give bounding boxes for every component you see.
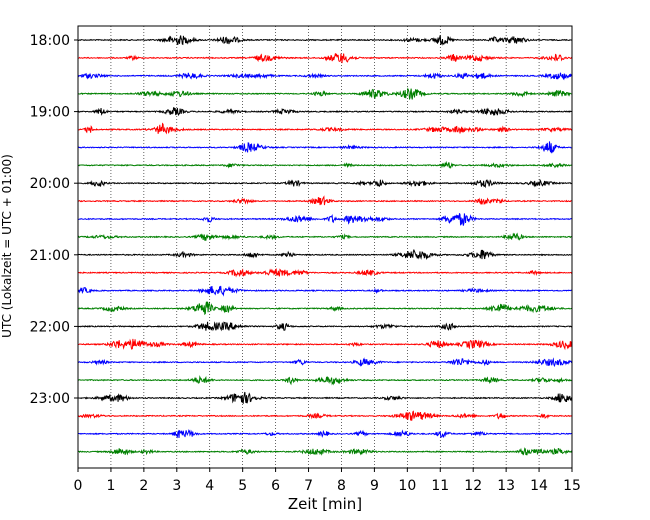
trace-2045 [77, 232, 573, 241]
y-tick-label: 22:00 [30, 319, 70, 335]
x-tick-label: 3 [172, 478, 181, 494]
y-tick-label: 21:00 [30, 248, 70, 264]
x-tick-label: 4 [205, 478, 214, 494]
x-tick-label: 14 [530, 478, 548, 494]
trace-2345 [77, 447, 573, 456]
y-tick-label: 18:00 [30, 33, 70, 49]
trace-2315 [77, 410, 573, 421]
x-tick-label: 11 [431, 478, 449, 494]
x-axis-ticks: 0 1 2 3 4 5 6 7 8 9 10 11 12 13 14 15 [74, 468, 581, 494]
x-tick-label: 5 [238, 478, 247, 494]
x-tick-label: 1 [106, 478, 115, 494]
trace-2200 [77, 321, 573, 332]
x-tick-label: 0 [74, 478, 83, 494]
trace-1900 [77, 107, 573, 117]
trace-1800 [77, 34, 573, 46]
trace-1845 [77, 87, 573, 100]
y-tick-label: 20:00 [30, 176, 70, 192]
plot-frame [77, 25, 573, 469]
trace-1830 [77, 72, 573, 81]
trace-2230 [77, 357, 573, 368]
trace-1945 [77, 160, 573, 169]
y-tick-label: 23:00 [30, 391, 70, 407]
trace-2245 [77, 375, 573, 386]
x-tick-label: 8 [337, 478, 346, 494]
y-tick-label: 19:00 [30, 105, 70, 121]
x-tick-label: 15 [563, 478, 581, 494]
trace-2145 [77, 301, 573, 316]
trace-2030 [77, 213, 573, 226]
trace-2215 [77, 338, 573, 351]
trace-1930 [77, 141, 573, 154]
x-tick-label: 13 [497, 478, 515, 494]
seismic-traces [77, 34, 573, 456]
x-axis-label: Zeit [min] [288, 495, 362, 513]
x-tick-label: 7 [304, 478, 313, 494]
trace-2100 [77, 248, 573, 261]
x-tick-label: 9 [370, 478, 379, 494]
trace-2330 [77, 429, 573, 439]
x-tick-label: 6 [271, 478, 280, 494]
x-tick-label: 10 [398, 478, 416, 494]
x-tick-label: 2 [139, 478, 148, 494]
trace-1915 [77, 122, 573, 135]
x-tick-label: 12 [464, 478, 482, 494]
trace-2300 [77, 391, 573, 405]
trace-2000 [77, 178, 573, 189]
trace-2015 [77, 195, 573, 206]
y-axis-ticks: 18:00 19:00 20:00 21:00 22:00 23:00 [30, 33, 78, 407]
trace-2115 [77, 268, 573, 278]
trace-2130 [77, 285, 573, 297]
y-axis-label: UTC (Lokalzeit = UTC + 01:00) [0, 154, 14, 338]
trace-1815 [77, 53, 573, 64]
